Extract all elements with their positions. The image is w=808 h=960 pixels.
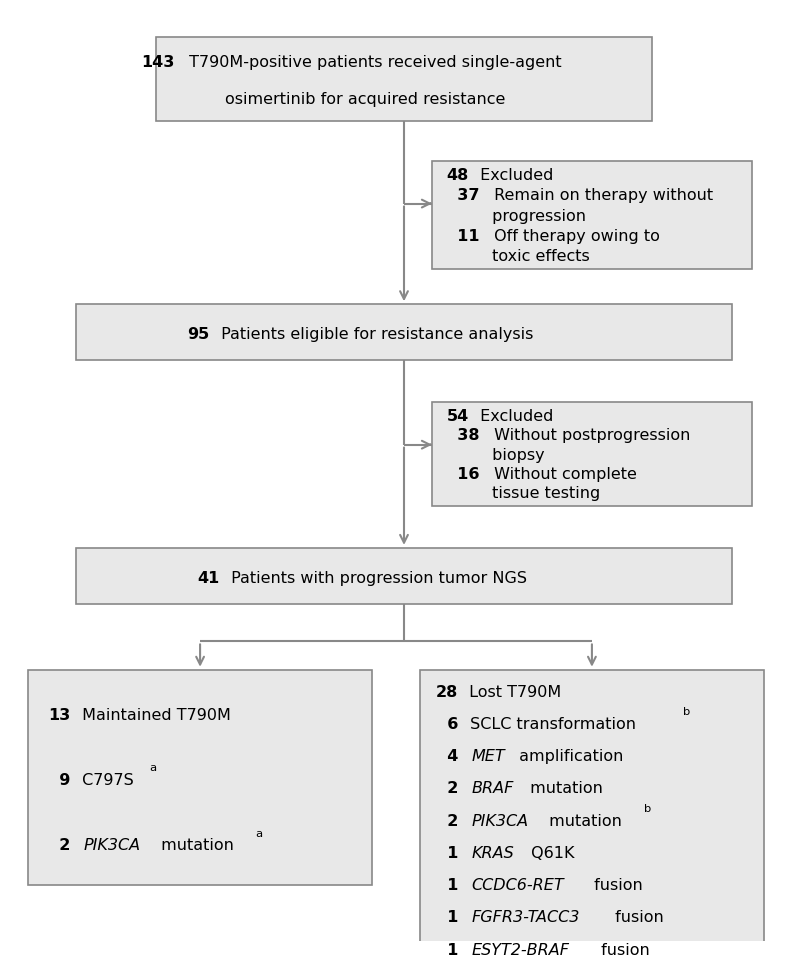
- Text: a: a: [255, 828, 263, 839]
- FancyBboxPatch shape: [420, 670, 764, 960]
- Text: fusion: fusion: [596, 943, 650, 958]
- Text: ESYT2-BRAF: ESYT2-BRAF: [471, 943, 569, 958]
- Text: 37: 37: [446, 188, 480, 204]
- Text: Remain on therapy without: Remain on therapy without: [489, 188, 713, 204]
- Text: KRAS: KRAS: [471, 846, 514, 861]
- Text: b: b: [683, 708, 690, 717]
- Text: Excluded: Excluded: [475, 168, 553, 183]
- Text: 13: 13: [48, 708, 70, 723]
- Text: fusion: fusion: [589, 878, 643, 893]
- Text: SCLC transformation: SCLC transformation: [465, 717, 636, 732]
- Text: FGFR3-TACC3: FGFR3-TACC3: [471, 910, 579, 925]
- Text: 4: 4: [436, 749, 458, 764]
- FancyBboxPatch shape: [76, 548, 732, 604]
- Text: PIK3CA: PIK3CA: [471, 814, 528, 828]
- Text: C797S: C797S: [77, 773, 133, 788]
- Text: MET: MET: [471, 749, 505, 764]
- Text: Maintained T790M: Maintained T790M: [77, 708, 230, 723]
- Text: 1: 1: [436, 878, 458, 893]
- Text: progression: progression: [446, 208, 587, 224]
- Text: 2: 2: [436, 781, 458, 797]
- Text: 9: 9: [48, 773, 70, 788]
- Text: Excluded: Excluded: [475, 409, 553, 423]
- Text: tissue testing: tissue testing: [446, 487, 600, 501]
- FancyBboxPatch shape: [76, 304, 732, 360]
- Text: 1: 1: [436, 910, 458, 925]
- FancyBboxPatch shape: [432, 161, 752, 269]
- Text: Without complete: Without complete: [489, 467, 637, 482]
- FancyBboxPatch shape: [432, 402, 752, 506]
- Text: amplification: amplification: [514, 749, 624, 764]
- Text: CCDC6-RET: CCDC6-RET: [471, 878, 564, 893]
- Text: 48: 48: [446, 168, 469, 183]
- Text: toxic effects: toxic effects: [446, 250, 590, 264]
- Text: Lost T790M: Lost T790M: [465, 684, 562, 700]
- Text: 1: 1: [436, 943, 458, 958]
- Text: biopsy: biopsy: [446, 447, 545, 463]
- Text: 54: 54: [446, 409, 469, 423]
- Text: 95: 95: [187, 326, 209, 342]
- Text: 16: 16: [446, 467, 480, 482]
- Text: 41: 41: [198, 570, 220, 586]
- Text: Without postprogression: Without postprogression: [489, 428, 691, 444]
- Text: 2: 2: [436, 814, 458, 828]
- Text: 11: 11: [446, 228, 480, 244]
- Text: 38: 38: [446, 428, 480, 444]
- Text: mutation: mutation: [156, 838, 234, 853]
- Text: mutation: mutation: [544, 814, 622, 828]
- Text: 143: 143: [141, 55, 175, 70]
- Text: b: b: [643, 804, 650, 814]
- Text: Q61K: Q61K: [526, 846, 574, 861]
- Text: PIK3CA: PIK3CA: [83, 838, 141, 853]
- Text: mutation: mutation: [525, 781, 603, 797]
- Text: T790M-positive patients received single-agent: T790M-positive patients received single-…: [184, 55, 562, 70]
- Text: Patients with progression tumor NGS: Patients with progression tumor NGS: [226, 570, 527, 586]
- Text: 2: 2: [48, 838, 70, 853]
- Text: Off therapy owing to: Off therapy owing to: [489, 228, 660, 244]
- Text: BRAF: BRAF: [471, 781, 513, 797]
- Text: a: a: [149, 763, 156, 774]
- Text: 28: 28: [436, 684, 458, 700]
- Text: 6: 6: [436, 717, 458, 732]
- Text: Patients eligible for resistance analysis: Patients eligible for resistance analysi…: [216, 326, 533, 342]
- FancyBboxPatch shape: [28, 670, 372, 885]
- Text: 1: 1: [436, 846, 458, 861]
- FancyBboxPatch shape: [156, 37, 652, 121]
- Text: osimertinib for acquired resistance: osimertinib for acquired resistance: [225, 92, 505, 107]
- Text: fusion: fusion: [609, 910, 663, 925]
